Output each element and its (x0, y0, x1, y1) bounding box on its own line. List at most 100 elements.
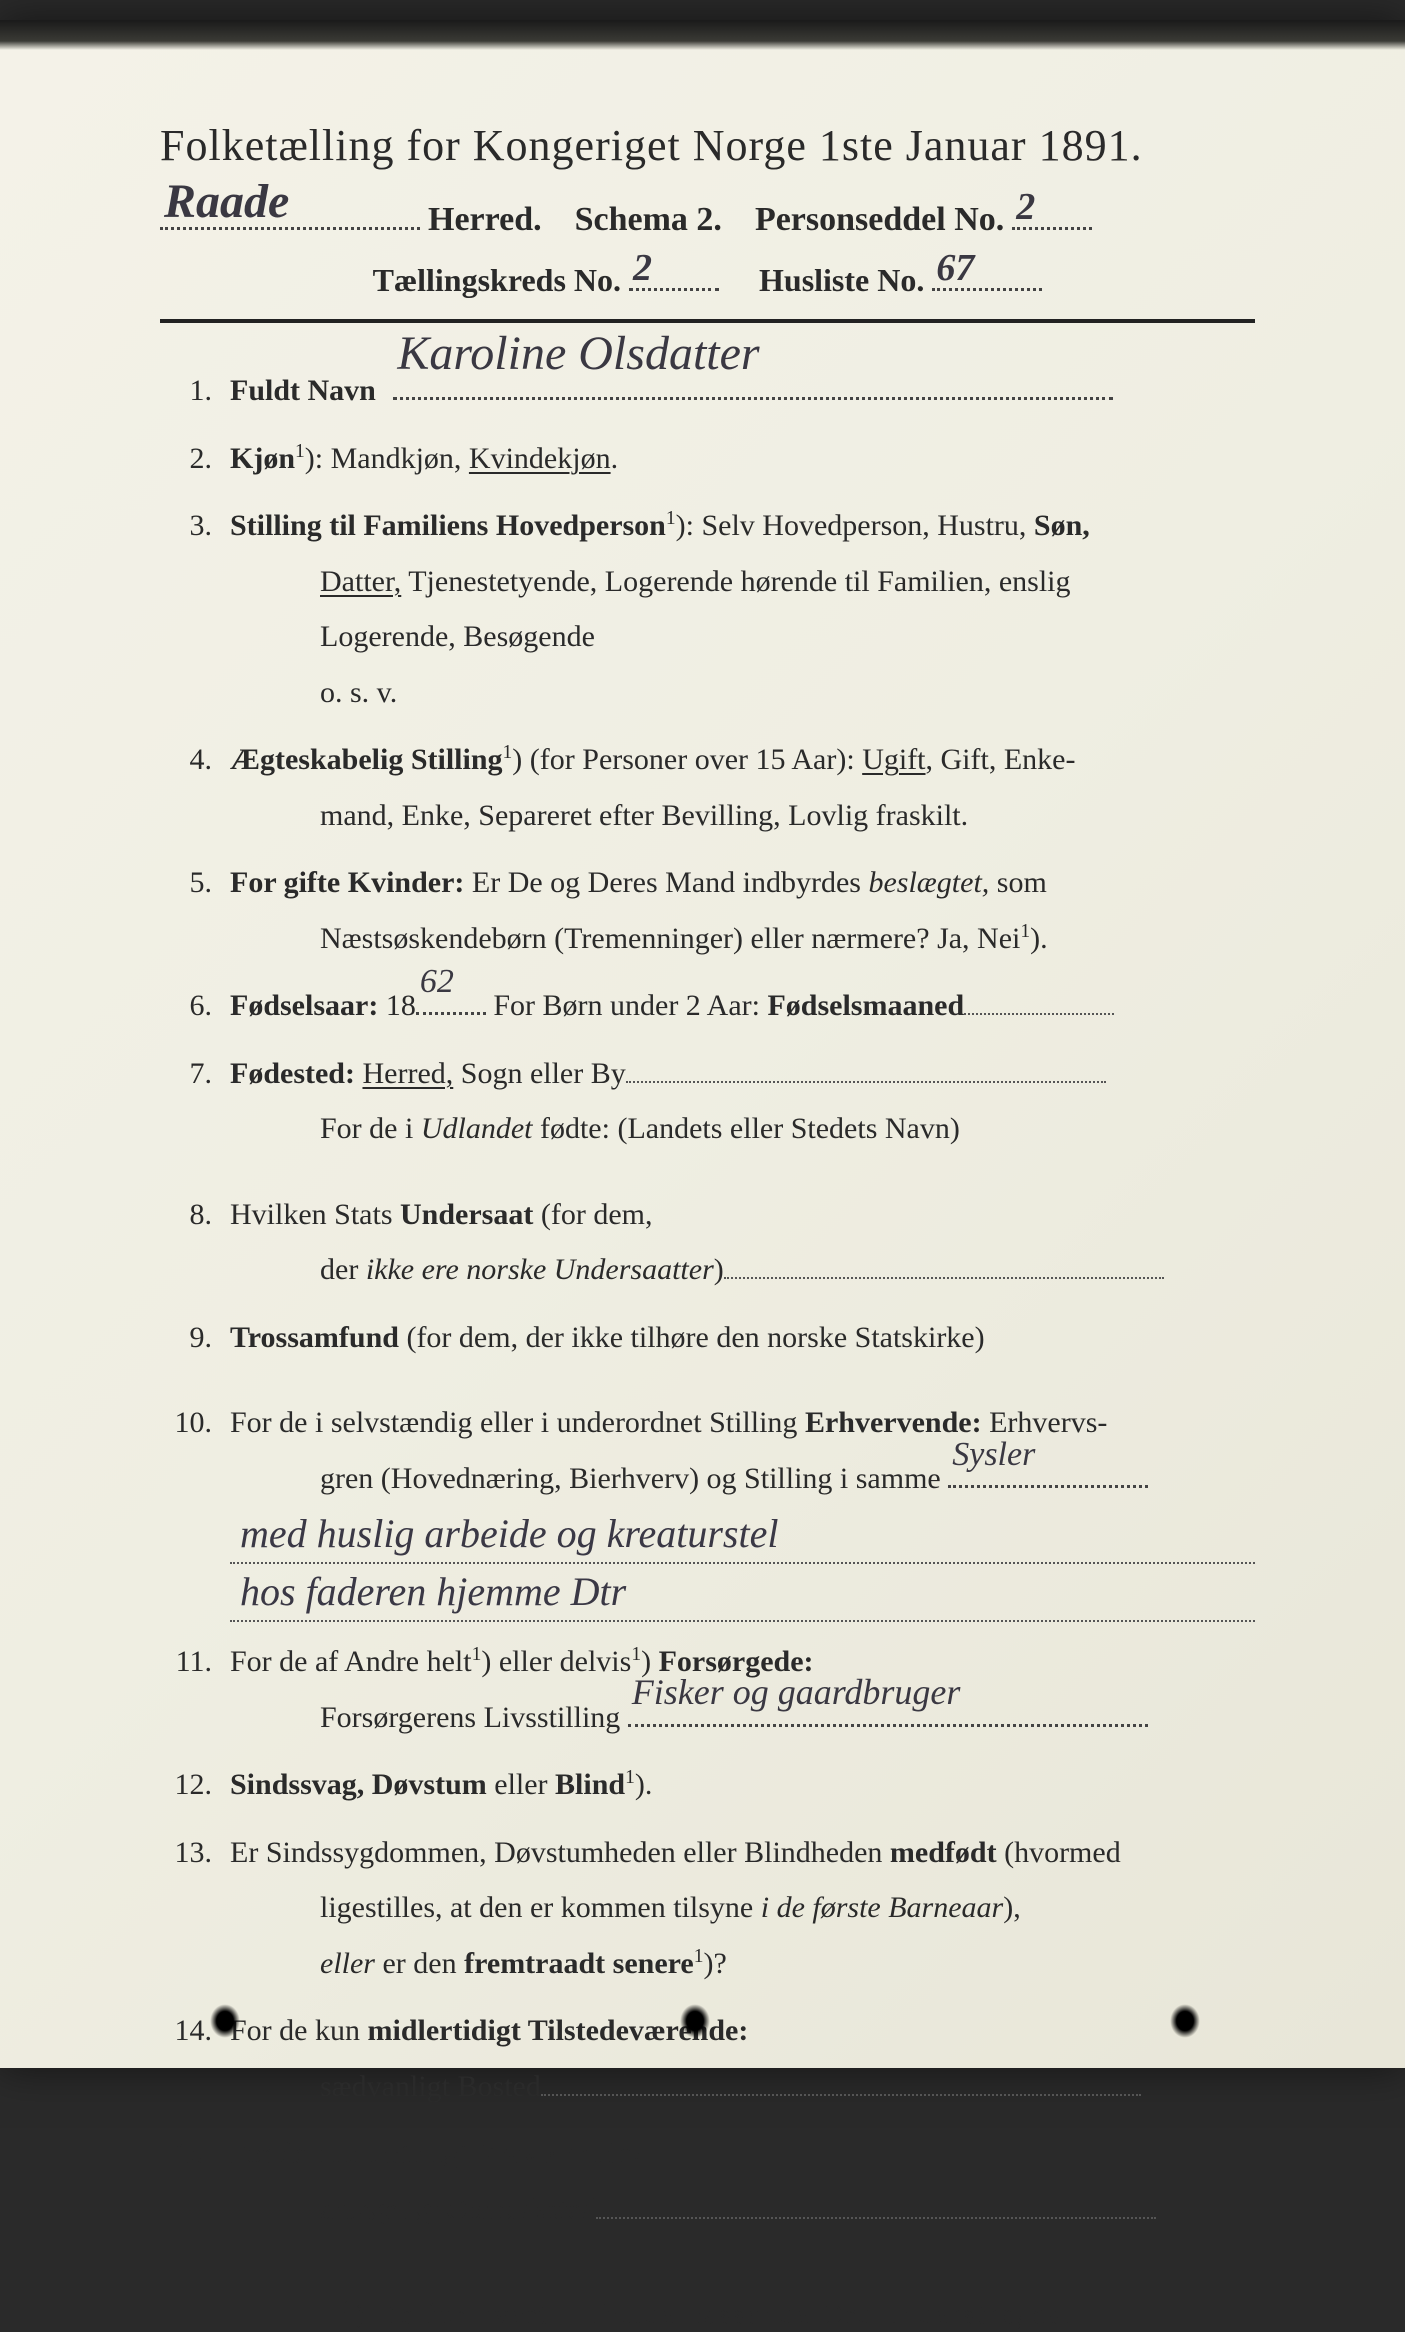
item-11-body: For de af Andre helt1) eller delvis1) Fo… (230, 1634, 1255, 1745)
item-8-ital: ikke ere norske Undersaatter (366, 1253, 714, 1286)
item-10-num: 10. (160, 1395, 230, 1451)
binding-hole-3 (1170, 2004, 1200, 2038)
item-5-line2-text: Næstsøskendebørn (Tremenninger) eller næ… (320, 922, 1020, 955)
item-11-num: 11. (160, 1634, 230, 1690)
item-3-label: Stilling til Familiens Hovedperson (230, 509, 666, 542)
item-5-line1a: Er De og Deres Mand indbyrdes (464, 866, 868, 899)
item-13-line3b: er den (375, 1947, 464, 1980)
item-7-line2: For de i Udlandet fødte: (Landets eller … (230, 1101, 1255, 1157)
item-13-ital: i de første Barneaar (761, 1891, 1003, 1924)
item-12-label-a: Sindssvag, Døvstum (230, 1768, 487, 1801)
footnote: 1) De for hvert Tilfælde passende Ord un… (160, 2297, 1255, 2331)
item-3-line2b: Tjenestetyende, Logerende hørende til Fa… (401, 565, 1070, 598)
item-8-line2: der ikke ere norske Undersaatter) (230, 1242, 1255, 1298)
item-10: 10. For de i selvstændig eller i underor… (160, 1395, 1255, 1622)
item-12-num: 12. (160, 1757, 230, 1813)
item-4: 4. Ægteskabelig Stilling1) (for Personer… (160, 732, 1255, 843)
item-8-line2b: ) (714, 1253, 724, 1286)
item-2: 2. Kjøn1): Mandkjøn, Kvindekjøn. (160, 431, 1255, 487)
item-4-line1a: ) (for Personer over 15 Aar): (512, 743, 862, 776)
main-title: Folketælling for Kongeriget Norge 1ste J… (160, 120, 1255, 171)
item-2-body: Kjøn1): Mandkjøn, Kvindekjøn. (230, 431, 1255, 487)
item-6-label2: Fødselsmaaned (767, 989, 964, 1022)
item-3-sup: 1 (666, 508, 676, 529)
item-7-line2b: fødte: (Landets eller Stedets Navn) (532, 1112, 959, 1145)
item-2-tail: . (611, 442, 619, 475)
item-8-line2a: der (320, 1253, 366, 1286)
item-6-body: Fødselsaar: 1862 For Børn under 2 Aar: F… (230, 978, 1255, 1034)
name-value: Karoline Olsdatter (397, 310, 759, 399)
item-13-tail: )? (704, 1947, 727, 1980)
year-field: 62 (416, 979, 486, 1015)
provider-field: Fisker og gaardbruger (628, 1691, 1148, 1727)
item-9-body: Trossamfund (for dem, der ikke tilhøre d… (230, 1310, 1255, 1366)
item-13-line1a: Er Sindssygdommen, Døvstumheden eller Bl… (230, 1836, 890, 1869)
subtitle-row-1: Raade Herred. Schema 2. Personseddel No.… (160, 189, 1255, 239)
item-3-line3: Logerende, Besøgende (230, 609, 1255, 665)
kreds-label: Tællingskreds No. (373, 262, 621, 299)
herred-field: Raade (160, 189, 420, 230)
item-13-body: Er Sindssygdommen, Døvstumheden eller Bl… (230, 1825, 1255, 1992)
item-4-label: Ægteskabelig Stilling (230, 743, 503, 776)
item-10-line2: gren (Hovednæring, Bierhverv) og Stillin… (320, 1462, 941, 1495)
item-3-datter: Datter, (320, 565, 401, 598)
herred-value: Raade (164, 174, 289, 229)
item-6: 6. Fødselsaar: 1862 For Børn under 2 Aar… (160, 978, 1255, 1034)
top-edge (0, 20, 1405, 50)
herred-label: Herred. (428, 201, 542, 239)
item-3: 3. Stilling til Familiens Hovedperson1):… (160, 498, 1255, 720)
person-label: Personseddel No. (755, 201, 1004, 239)
item-7-ital: Udlandet (421, 1112, 533, 1145)
item-4-num: 4. (160, 732, 230, 788)
person-no-field: 2 (1012, 189, 1092, 230)
item-4-line1b: , Gift, Enke- (926, 743, 1076, 776)
footnote-sup: 1 (343, 2297, 355, 2317)
item-7: 7. Fødested: Herred, Sogn eller By For d… (160, 1046, 1255, 1157)
year-value: 62 (420, 951, 454, 1014)
item-11-line1b: ) eller delvis (481, 1645, 631, 1678)
item-4-body: Ægteskabelig Stilling1) (for Personer ov… (230, 732, 1255, 843)
item-11-sup1: 1 (472, 1644, 482, 1665)
month-field (964, 985, 1114, 1015)
item-3-line4: o. s. v. (230, 665, 1255, 721)
item-13-line2: ligestilles, at den er kommen tilsyne i … (230, 1880, 1255, 1936)
item-2-sup: 1 (295, 441, 305, 462)
item-13-line3: eller er den fremtraadt senere1)? (230, 1936, 1255, 1992)
item-6-label: Fødselsaar: (230, 989, 378, 1022)
item-10-line1a: For de i selvstændig eller i underordnet… (230, 1406, 805, 1439)
birthplace-field (626, 1053, 1106, 1083)
item-5-label: For gifte Kvinder: (230, 866, 464, 899)
occupation-hw3: hos faderen hjemme Dtr (230, 1564, 1255, 1622)
item-2-num: 2. (160, 431, 230, 487)
item-8-label: Undersaat (400, 1198, 533, 1231)
item-3-son: Søn, (1034, 509, 1090, 542)
item-3-line2: Datter, Tjenestetyende, Logerende hørend… (230, 554, 1255, 610)
item-1-body: Fuldt Navn Karoline Olsdatter (230, 363, 1255, 419)
census-form-page: Folketælling for Kongeriget Norge 1ste J… (0, 20, 1405, 2068)
item-12-label-b: Blind (555, 1768, 625, 1801)
item-13-line1b: (hvormed (997, 1836, 1121, 1869)
item-2-selected: Kvindekjøn (469, 442, 611, 475)
item-13-line2b: ), (1003, 1891, 1021, 1924)
item-15-line2-text: antageligt Opholdssted (320, 2193, 596, 2226)
item-1: 1. Fuldt Navn Karoline Olsdatter (160, 363, 1255, 419)
item-5-line1b: som (989, 866, 1047, 899)
item-15-num: 15. (160, 2126, 230, 2182)
item-1-num: 1. (160, 363, 230, 419)
provider-hw: Fisker og gaardbruger (632, 1659, 961, 1726)
item-5-line2: Næstsøskendebørn (Tremenninger) eller næ… (230, 911, 1255, 967)
item-2-label: Kjøn (230, 442, 295, 475)
item-13-line3a: eller (320, 1947, 375, 1980)
item-12-sup: 1 (625, 1767, 635, 1788)
husliste-label: Husliste No. (759, 262, 924, 299)
item-13-line2a: ligestilles, at den er kommen tilsyne (320, 1891, 761, 1924)
binding-hole-2 (680, 2004, 710, 2038)
item-7-line1: Sogn eller By (453, 1057, 626, 1090)
item-9: 9. Trossamfund (for dem, der ikke tilhør… (160, 1310, 1255, 1366)
item-3-body: Stilling til Familiens Hovedperson1): Se… (230, 498, 1255, 720)
schema-label: Schema 2. (575, 201, 722, 239)
item-5-sup: 1 (1020, 921, 1030, 942)
item-6-num: 6. (160, 978, 230, 1034)
item-5: 5. For gifte Kvinder: Er De og Deres Man… (160, 855, 1255, 966)
citizen-field (724, 1249, 1164, 1279)
